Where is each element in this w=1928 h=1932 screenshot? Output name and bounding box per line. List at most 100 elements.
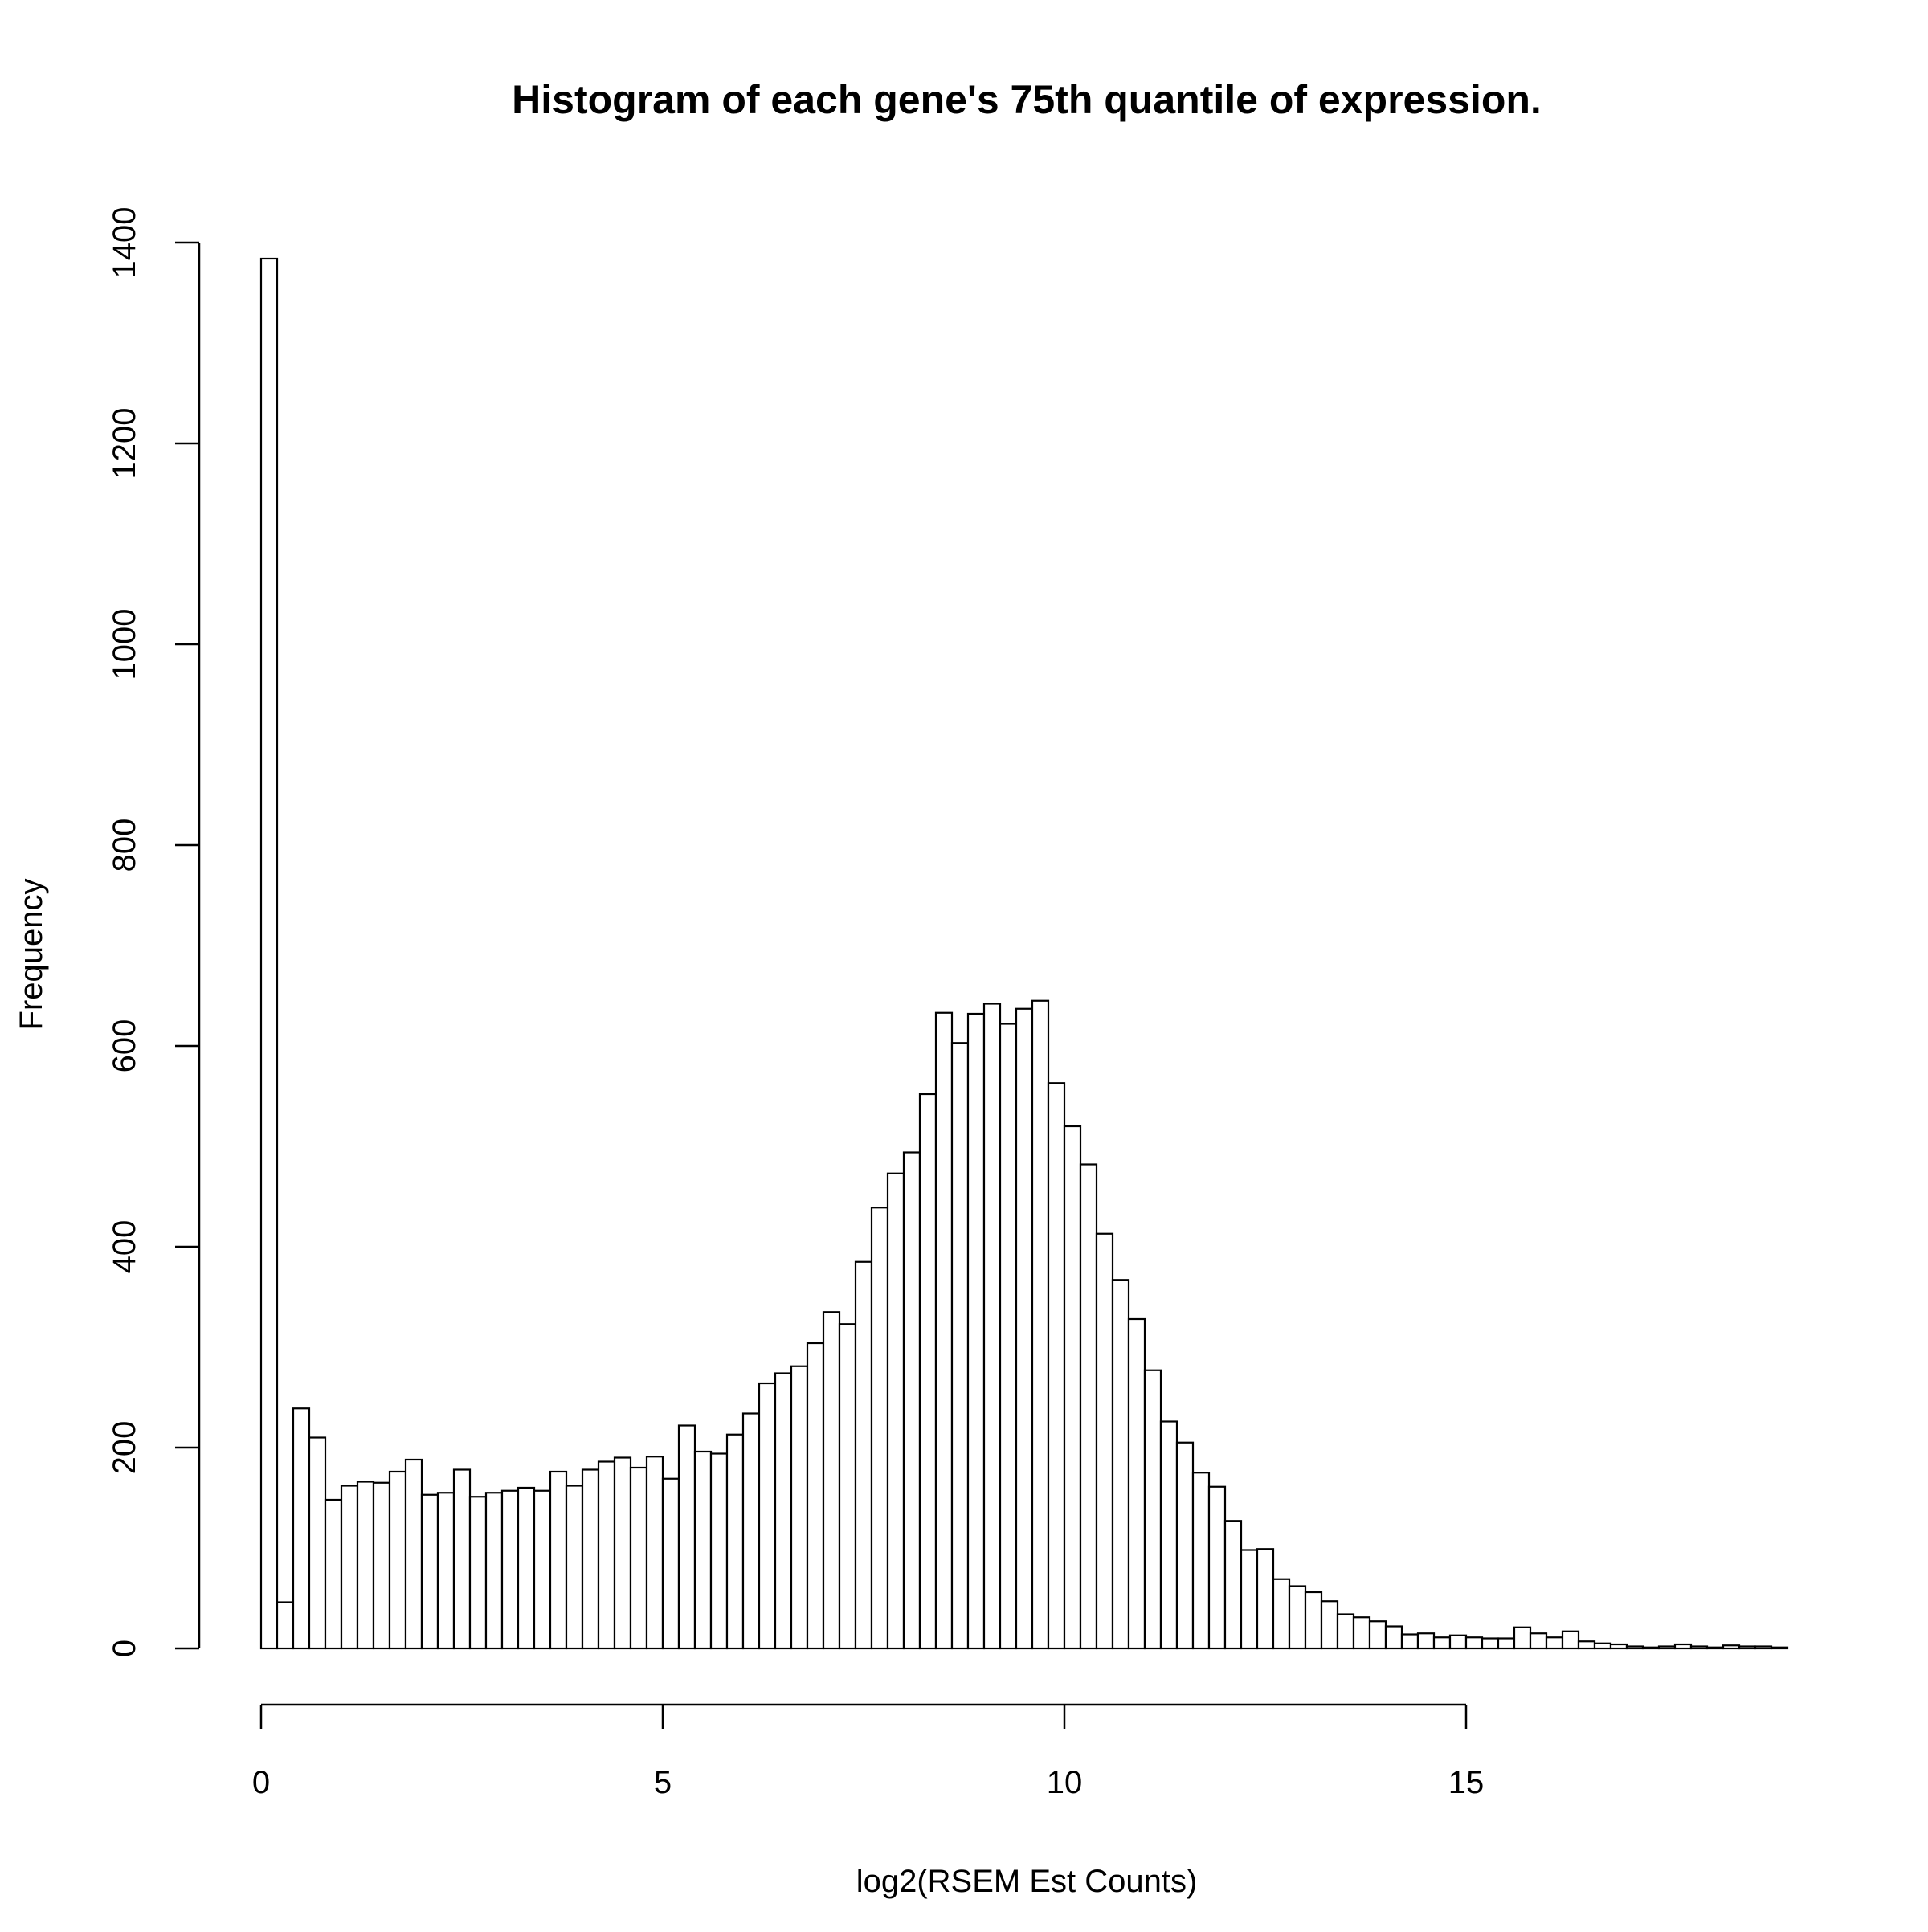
histogram-bar (356, 1481, 375, 1650)
histogram-bar (854, 1260, 873, 1650)
histogram-bar (1609, 1643, 1628, 1650)
histogram-bar (1513, 1626, 1532, 1650)
histogram-bar (484, 1492, 504, 1650)
histogram-bar (725, 1433, 745, 1650)
histogram-bar (966, 1012, 986, 1650)
histogram-bar (790, 1365, 809, 1650)
histogram-bar (1095, 1232, 1114, 1650)
histogram-bar (774, 1372, 793, 1650)
histogram-bar (1673, 1643, 1693, 1650)
histogram-bar (1272, 1578, 1291, 1650)
y-tick-label: 1400 (107, 207, 142, 279)
histogram-bar (436, 1492, 455, 1650)
histogram-bar (292, 1407, 311, 1650)
histogram-bar (822, 1311, 841, 1650)
y-tick-label: 0 (107, 1640, 142, 1657)
histogram-bar (259, 257, 279, 1650)
histogram-bar (1207, 1485, 1227, 1650)
histogram-bar (500, 1489, 520, 1650)
histogram-bar (1368, 1620, 1387, 1650)
histogram-bars (259, 257, 1789, 1650)
y-tick-label: 400 (107, 1220, 142, 1274)
histogram-bar (677, 1424, 696, 1650)
histogram-bar (950, 1042, 970, 1650)
histogram-bar (1304, 1591, 1323, 1650)
histogram-bar (1481, 1637, 1500, 1650)
histogram-bar (517, 1486, 536, 1650)
y-tick-label: 1200 (107, 408, 142, 480)
histogram-bar (886, 1172, 905, 1650)
y-axis-label: Frequency (14, 879, 49, 1031)
histogram-bar (1448, 1634, 1468, 1650)
y-tick-label: 1000 (107, 609, 142, 680)
y-tick-label: 800 (107, 819, 142, 872)
histogram-bar (565, 1485, 584, 1650)
histogram-bar (324, 1498, 343, 1650)
histogram-bar (1031, 999, 1050, 1650)
histogram-bar (1593, 1642, 1612, 1650)
histogram-bar (1352, 1616, 1371, 1650)
histogram-bar (1047, 1082, 1066, 1650)
histogram-bar (1432, 1636, 1452, 1650)
histogram-bar (1320, 1600, 1339, 1650)
histogram-bar (1384, 1625, 1403, 1650)
histogram-bar (1625, 1645, 1644, 1650)
histogram-bar (1545, 1636, 1564, 1650)
x-axis: 0 5 10 15 (252, 1703, 1485, 1800)
histogram-bar (533, 1489, 552, 1650)
x-axis-label: log2(RSEM Est Counts) (856, 1864, 1198, 1899)
histogram-bar (1256, 1548, 1275, 1650)
x-tick-label: 5 (654, 1765, 672, 1800)
histogram-bar (709, 1452, 729, 1650)
y-tick-label: 600 (107, 1019, 142, 1073)
histogram-bar (1111, 1279, 1130, 1650)
histogram-bar (1079, 1163, 1098, 1650)
histogram-bar (1529, 1632, 1548, 1650)
histogram-bar (404, 1458, 423, 1650)
histogram-bar (276, 1601, 295, 1650)
histogram-bar (340, 1485, 359, 1650)
histogram-bar (1577, 1640, 1596, 1650)
histogram-bar (1497, 1637, 1516, 1650)
histogram-bar (1561, 1630, 1580, 1650)
histogram-bar (308, 1436, 327, 1650)
histogram-bar (806, 1342, 825, 1650)
x-tick-label: 10 (1047, 1765, 1083, 1800)
histogram-bar (1175, 1441, 1195, 1650)
histogram-bar (388, 1470, 407, 1650)
histogram-bar (597, 1460, 616, 1650)
x-tick-label: 15 (1448, 1765, 1485, 1800)
histogram-bar (581, 1468, 600, 1650)
histogram-bar (613, 1456, 632, 1650)
histogram-bar (758, 1382, 777, 1650)
histogram-bar (661, 1477, 680, 1650)
y-axis: 0 200 400 600 800 1000 1200 1400 (107, 207, 201, 1657)
histogram-bar (1336, 1613, 1355, 1650)
histogram-bar (1240, 1549, 1259, 1650)
histogram-bar (1127, 1317, 1146, 1650)
histogram-bar (549, 1470, 568, 1650)
x-tick-label: 0 (252, 1765, 270, 1800)
histogram-bar (693, 1450, 713, 1650)
histogram-bar (1689, 1645, 1709, 1650)
histogram-bar (1754, 1645, 1773, 1650)
histogram-bar (1464, 1636, 1484, 1650)
histogram-bar (741, 1412, 761, 1650)
histogram-bar (1063, 1125, 1082, 1650)
histogram-bar (1722, 1644, 1741, 1650)
histogram-bar (452, 1468, 472, 1650)
histogram-bar (1015, 1007, 1034, 1650)
histogram-bar (1159, 1420, 1178, 1650)
histogram-bar (1288, 1585, 1307, 1650)
histogram-bar (918, 1093, 937, 1650)
y-tick-label: 200 (107, 1421, 142, 1475)
histogram-bar (1143, 1369, 1162, 1650)
histogram-bar (902, 1151, 921, 1650)
histogram-bar (1738, 1645, 1757, 1650)
histogram-bar (372, 1481, 391, 1650)
histogram-bar (870, 1207, 889, 1650)
histogram-bar (468, 1496, 488, 1650)
histogram-bar (1657, 1645, 1677, 1650)
